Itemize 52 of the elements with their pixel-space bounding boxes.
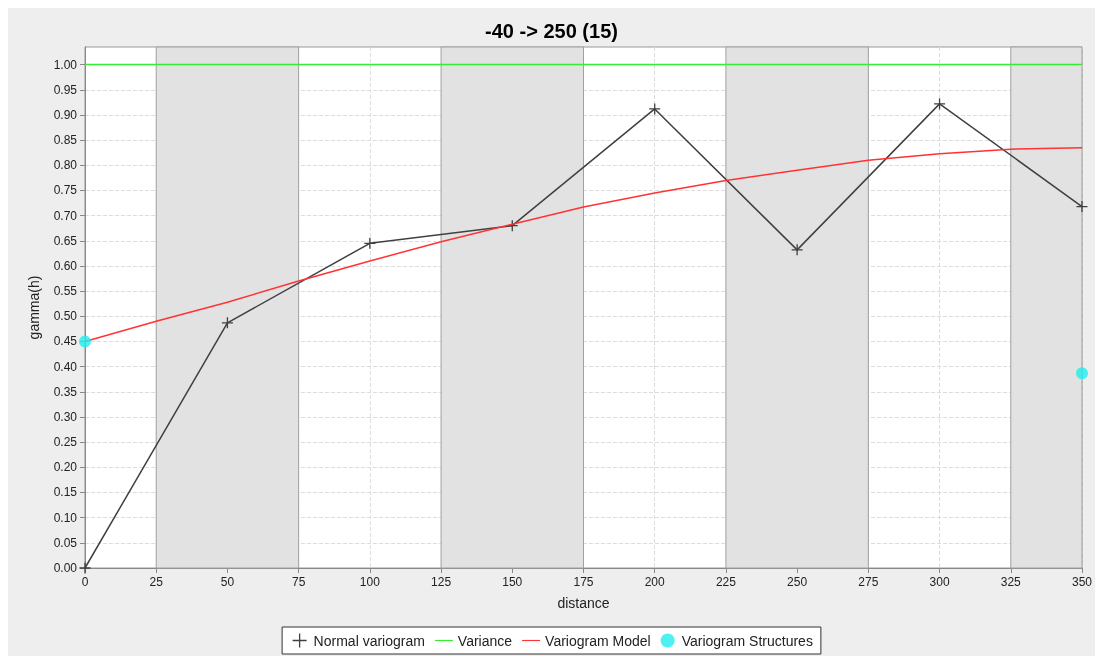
y-tick-label: 0.80 xyxy=(53,158,78,173)
y-tick-label: 0.55 xyxy=(53,284,78,299)
y-tick-label: 0.75 xyxy=(53,183,78,198)
y-tick-label: 0.00 xyxy=(53,561,78,575)
y-tick-label: 0.30 xyxy=(53,409,78,424)
y-axis-title: gamma(h) xyxy=(26,275,42,340)
y-tick-label: 0.40 xyxy=(53,359,78,374)
point xyxy=(221,316,234,329)
y-tick-label: 0.70 xyxy=(53,208,78,223)
x-tick-label: 350 xyxy=(1071,575,1093,589)
x-tick-label: 175 xyxy=(573,575,594,589)
y-tick-label: 1.00 xyxy=(53,57,78,72)
y-tick-label: 0.05 xyxy=(53,535,78,550)
x-tick-label: 75 xyxy=(291,575,306,589)
x-tick-label: 250 xyxy=(787,575,808,589)
legend-label: Normal variogram xyxy=(313,632,425,649)
y-tick-label: 0.35 xyxy=(53,384,78,399)
legend-label: Variogram Model xyxy=(545,632,651,649)
point xyxy=(648,102,661,116)
point xyxy=(1075,200,1089,213)
point xyxy=(933,97,946,111)
chart-title: -40 -> 250 (15) xyxy=(485,20,618,42)
y-tick-label: 0.10 xyxy=(53,510,78,525)
x-tick-label: 100 xyxy=(359,575,381,589)
y-tick-label: 0.50 xyxy=(53,309,78,324)
y-tick-label: 0.65 xyxy=(53,233,78,248)
y-tick-label: 0.15 xyxy=(53,485,78,500)
y-tick-label: 0.60 xyxy=(53,258,78,273)
x-tick-label: 125 xyxy=(431,575,452,589)
x-tick-label: 300 xyxy=(929,575,950,589)
y-tick-label: 0.25 xyxy=(53,435,78,450)
point xyxy=(78,561,92,575)
x-tick-label: 275 xyxy=(858,575,879,589)
x-tick-label: 50 xyxy=(220,575,235,589)
x-tick-label: 200 xyxy=(644,575,666,589)
point xyxy=(790,243,804,257)
x-tick-label: 0 xyxy=(81,575,89,589)
x-axis-title: distance xyxy=(557,595,610,611)
y-tick-label: 0.95 xyxy=(53,82,78,97)
y-tick-label: 0.90 xyxy=(53,107,78,122)
y-tick-label: 0.20 xyxy=(53,460,78,475)
point xyxy=(1076,367,1088,380)
legend-label: Variogram Structures xyxy=(681,632,813,649)
x-tick-label: 25 xyxy=(149,575,164,589)
legend-label: Variance xyxy=(457,632,513,649)
point xyxy=(79,335,91,348)
x-tick-label: 325 xyxy=(1000,575,1022,589)
y-tick-label: 0.85 xyxy=(53,133,78,148)
x-tick-label: 225 xyxy=(715,575,737,589)
y-tick-label: 0.45 xyxy=(53,334,78,349)
x-tick-label: 150 xyxy=(502,575,523,589)
point xyxy=(363,237,376,250)
